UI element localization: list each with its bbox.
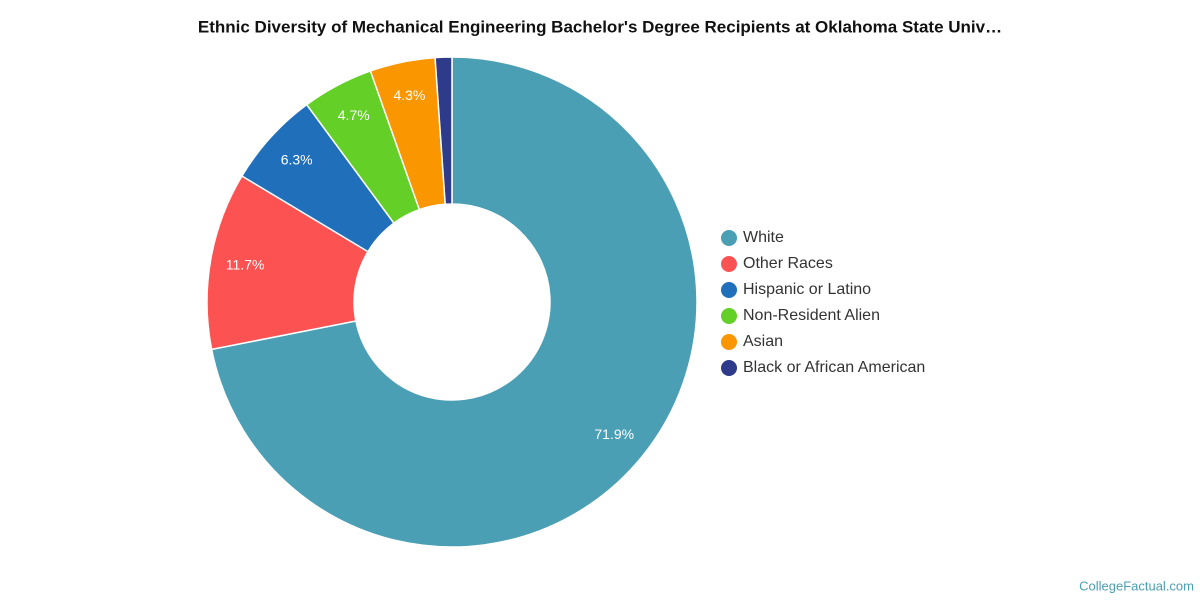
- legend-marker: [721, 282, 737, 298]
- slice: [434, 56, 453, 206]
- slice-label: 4.7%: [338, 107, 370, 123]
- slice: [206, 174, 369, 351]
- legend-text[interactable]: Non-Resident Alien: [743, 307, 880, 324]
- slice-label: 6.3%: [281, 151, 313, 167]
- slice: [210, 56, 698, 548]
- legend-marker: [721, 334, 737, 350]
- slice-label: 11.7%: [226, 257, 265, 273]
- slice-label: 71.9%: [594, 426, 634, 442]
- legend-marker: [721, 230, 737, 246]
- legend-marker: [721, 308, 737, 324]
- footer[interactable]: CollegeFactual.com: [1079, 578, 1194, 593]
- legend-text[interactable]: White: [743, 229, 784, 246]
- legend-text[interactable]: Asian: [743, 333, 783, 350]
- chart-title: Ethnic Diversity of Mechanical Engineeri…: [198, 17, 1002, 36]
- legend-text[interactable]: Other Races: [743, 255, 833, 272]
- legend-marker: [721, 360, 737, 376]
- slice-label: 4.3%: [393, 87, 425, 103]
- legend-text[interactable]: Black or African American: [743, 359, 925, 376]
- legend-marker: [721, 256, 737, 272]
- legend-text[interactable]: Hispanic or Latino: [743, 281, 871, 298]
